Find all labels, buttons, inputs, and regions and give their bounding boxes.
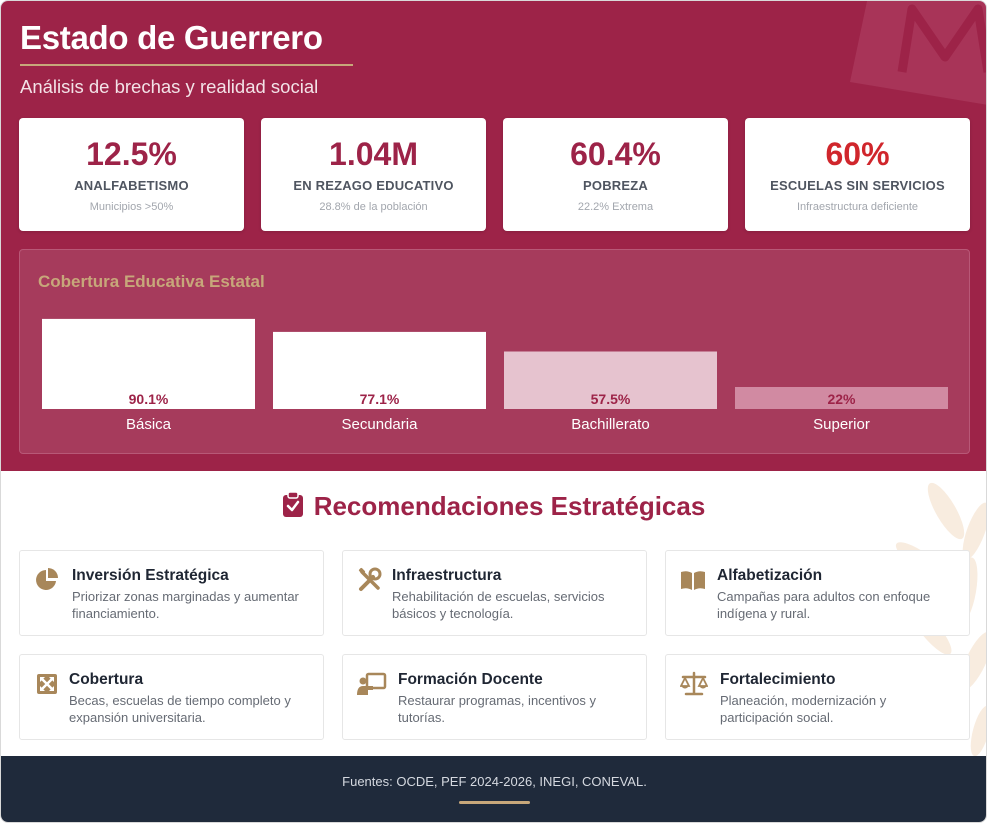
category-label: Básica <box>126 416 172 433</box>
bar-value-label: 90.1% <box>129 391 169 407</box>
recommendation-card: Fortalecimiento Planeación, modernizació… <box>665 654 970 740</box>
kpi-value: 12.5% <box>86 136 177 172</box>
hero-section: Estado de Guerrero Análisis de brechas y… <box>1 1 986 471</box>
kpi-note: 28.8% de la población <box>319 201 428 213</box>
coverage-chart-panel: Cobertura Educativa Estatal 90.1% Básica 7… <box>19 249 970 454</box>
kpi-note: Municipios >50% <box>89 201 174 213</box>
book-open-icon <box>681 571 705 590</box>
page-subtitle: Análisis de brechas y realidad social <box>20 76 319 97</box>
recommendation-title: Alfabetización <box>717 567 823 584</box>
kpi-note: 22.2% Extrema <box>577 201 654 213</box>
bar-bachillerato <box>504 351 717 409</box>
bar-básica <box>42 318 255 409</box>
bar-value-label: 57.5% <box>591 391 631 407</box>
expand-arrows-icon <box>37 674 57 694</box>
kpi-card-escuelas: 60% ESCUELAS SIN SERVICIOS Infraestructu… <box>745 118 970 231</box>
kpi-label: ESCUELAS SIN SERVICIOS <box>770 178 945 193</box>
kpi-card-rezago: 1.04M EN REZAGO EDUCATIVO 28.8% de la po… <box>261 118 486 231</box>
tools-icon <box>358 567 382 591</box>
footer-sources: Fuentes: OCDE, PEF 2024-2026, INEGI, CON… <box>342 774 647 789</box>
recommendation-desc: Restaurar programas, incentivos y tutorí… <box>398 693 596 725</box>
footer-underline <box>459 801 530 804</box>
bar-secundaria <box>273 331 486 409</box>
kpi-label: EN REZAGO EDUCATIVO <box>293 178 454 193</box>
kpi-note: Infraestructura deficiente <box>796 201 919 213</box>
recommendation-card: Alfabetización Campañas para adultos con… <box>665 550 970 636</box>
chart-title: Cobertura Educativa Estatal <box>38 272 265 291</box>
recommendation-title: Infraestructura <box>392 567 502 584</box>
footer: Fuentes: OCDE, PEF 2024-2026, INEGI, CON… <box>1 756 986 822</box>
brand-logo-icon <box>850 1 986 105</box>
kpi-card-analfabetismo: 12.5% ANALFABETISMO Municipios >50% <box>19 118 244 231</box>
recommendation-title: Inversión Estratégica <box>72 567 229 584</box>
chalkboard-teacher-icon <box>357 672 387 695</box>
recommendation-title: Formación Docente <box>398 671 543 688</box>
kpi-label: ANALFABETISMO <box>74 178 189 193</box>
category-label: Superior <box>813 416 870 433</box>
recommendation-desc: Campañas para adultos con enfoque indíge… <box>717 589 931 621</box>
clipboard-check-icon <box>282 491 303 517</box>
balance-scale-icon <box>680 671 708 696</box>
recommendation-desc: Priorizar zonas marginadas y aumentar fi… <box>72 589 299 621</box>
recommendation-card: Inversión Estratégica Priorizar zonas ma… <box>19 550 324 636</box>
bar-value-label: 77.1% <box>360 391 400 407</box>
kpi-value: 60% <box>825 136 890 172</box>
category-label: Secundaria <box>342 416 419 433</box>
recommendations-title: Recomendaciones Estratégicas <box>1 491 986 522</box>
recommendations-title-text: Recomendaciones Estratégicas <box>313 491 706 521</box>
kpi-label: POBREZA <box>583 178 648 193</box>
recommendation-card: Formación Docente Restaurar programas, i… <box>342 654 647 740</box>
pie-chart-icon <box>36 568 58 590</box>
coverage-bar-chart: 90.1% Básica 77.1% Secundaria 57.5% Bachiller… <box>42 318 948 433</box>
kpi-card-pobreza: 60.4% POBREZA 22.2% Extrema <box>503 118 728 231</box>
bar-value-label: 22% <box>827 391 856 407</box>
page-title: Estado de Guerrero <box>20 19 323 56</box>
bar-superior <box>735 387 948 409</box>
recommendation-desc: Planeación, modernización y participació… <box>720 693 887 725</box>
category-label: Bachillerato <box>571 416 649 433</box>
recommendation-desc: Becas, escuelas de tiempo completo y exp… <box>69 693 291 725</box>
recommendation-card: Cobertura Becas, escuelas de tiempo comp… <box>19 654 324 740</box>
recommendation-title: Fortalecimiento <box>720 671 836 688</box>
recommendation-title: Cobertura <box>69 671 144 688</box>
kpi-value: 1.04M <box>329 136 418 172</box>
recommendation-desc: Rehabilitación de escuelas, servicios bá… <box>392 589 605 621</box>
recommendation-card: Infraestructura Rehabilitación de escuel… <box>342 550 647 636</box>
title-underline <box>20 64 353 66</box>
kpi-value: 60.4% <box>570 136 661 172</box>
